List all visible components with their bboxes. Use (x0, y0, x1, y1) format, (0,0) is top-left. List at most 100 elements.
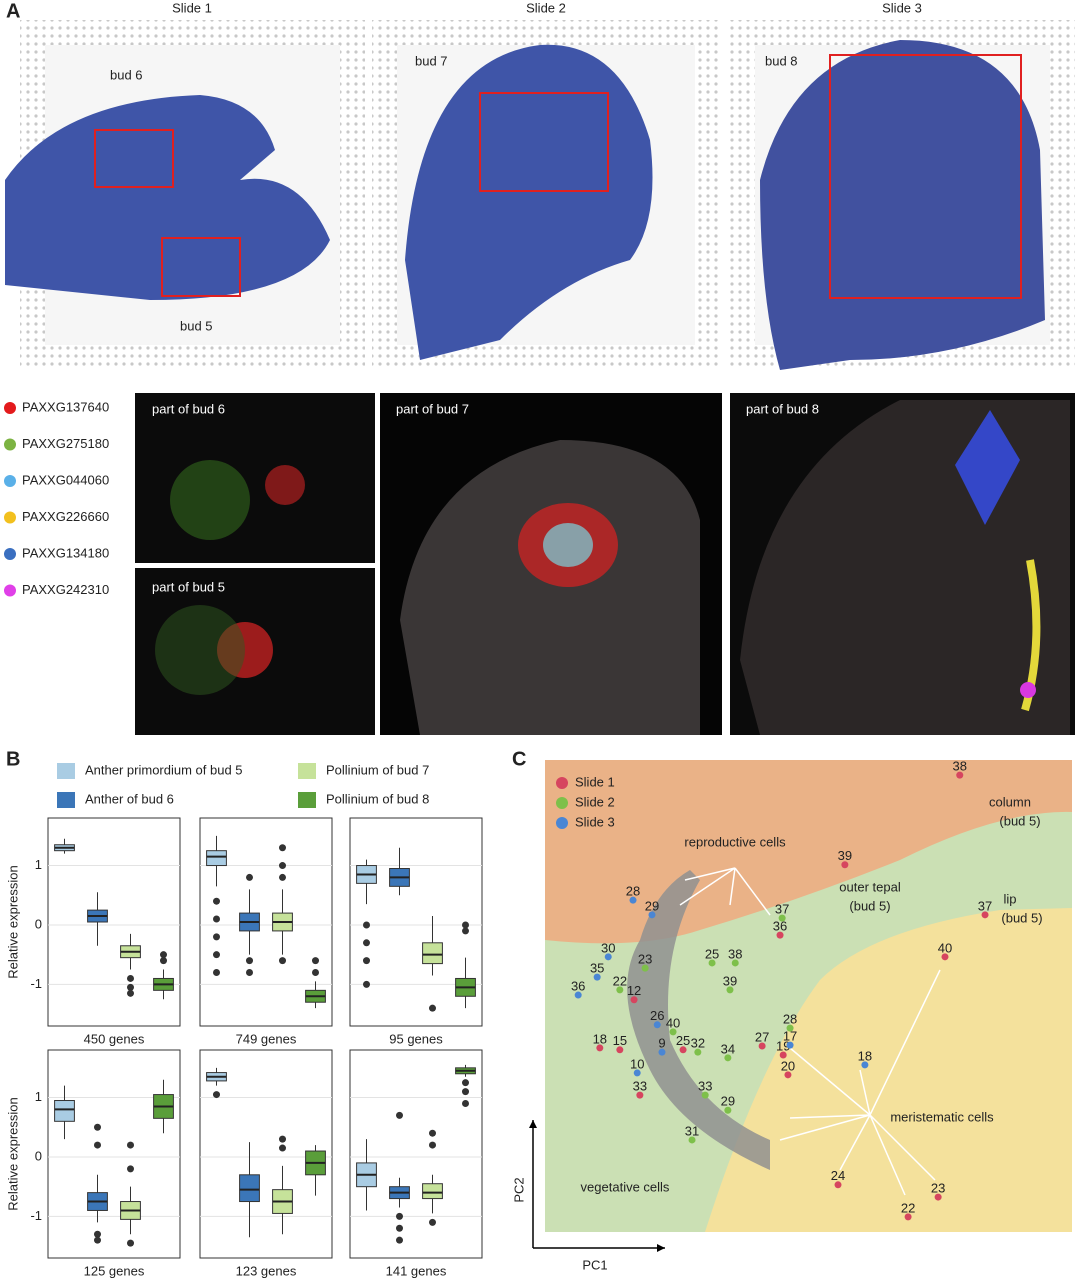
point-label: 37 (775, 902, 789, 917)
point (629, 896, 637, 904)
point-label: 39 (838, 848, 852, 863)
point-label: 30 (601, 940, 615, 955)
outlier (127, 1239, 134, 1247)
gene-marker (4, 402, 16, 414)
point-label: 32 (691, 1036, 705, 1051)
outlier (94, 1141, 101, 1149)
outlier (127, 989, 134, 997)
point (778, 914, 786, 922)
point (776, 931, 784, 939)
annotation: reproductive cells (684, 834, 786, 849)
point-label: 31 (685, 1123, 699, 1138)
point (688, 1136, 696, 1144)
slide-title: Slide 1 (172, 0, 212, 15)
annotation: (bud 5) (999, 813, 1040, 828)
point (616, 1046, 624, 1054)
annotation: column (989, 794, 1031, 809)
outlier (279, 862, 286, 870)
point (616, 986, 624, 994)
crop-label: part of bud 5 (152, 579, 225, 594)
gene-name: PAXXG242310 (22, 582, 109, 597)
point (841, 861, 849, 869)
box (54, 1100, 75, 1122)
legend-swatch (57, 763, 75, 779)
outlier (213, 951, 220, 959)
point-label: 9 (658, 1036, 665, 1051)
outlier (213, 897, 220, 905)
point (941, 953, 949, 961)
outlier (363, 980, 370, 988)
outlier (213, 969, 220, 977)
outlier (396, 1111, 403, 1119)
annotation: lip (1003, 891, 1016, 906)
y-axis-label: Relative expression (5, 865, 20, 978)
point-label: 38 (953, 759, 967, 774)
point (786, 1041, 794, 1049)
point (574, 991, 582, 999)
bud-label: bud 5 (180, 318, 213, 333)
point (786, 1024, 794, 1032)
plot-area (349, 1049, 483, 1259)
y-tick-label: 1 (35, 1089, 42, 1104)
outlier (94, 1123, 101, 1131)
outlier (363, 957, 370, 965)
point (636, 1091, 644, 1099)
gene-marker (4, 438, 16, 451)
legend-label: Slide 1 (575, 774, 615, 789)
point-label: 33 (633, 1079, 647, 1094)
outlier (213, 933, 220, 941)
plot-area (47, 1049, 181, 1259)
x-axis-label: 125 genes (84, 1263, 145, 1278)
point (653, 1021, 661, 1029)
point (633, 1069, 641, 1077)
point-label: 20 (781, 1058, 795, 1073)
outlier (279, 844, 286, 852)
outlier (396, 1236, 403, 1244)
outlier (127, 1165, 134, 1173)
outlier (94, 1236, 101, 1244)
outlier (246, 957, 253, 965)
annotation: outer tepal (839, 879, 901, 894)
annotation: meristematic cells (890, 1109, 994, 1124)
outlier (396, 1212, 403, 1220)
point-label: 22 (901, 1200, 915, 1215)
outlier (246, 969, 253, 977)
y-tick-label: 0 (35, 1148, 42, 1163)
outlier (127, 1141, 134, 1149)
outlier (279, 1144, 286, 1152)
bud-label: bud 6 (110, 67, 143, 82)
y-axis-label: PC2 (511, 1177, 526, 1202)
annotation: (bud 5) (1001, 910, 1042, 925)
gene-name: PAXXG275180 (22, 436, 109, 451)
point-label: 38 (728, 946, 742, 961)
point (779, 1051, 787, 1059)
point (726, 986, 734, 994)
point-label: 25 (705, 946, 719, 961)
point-label: 29 (721, 1094, 735, 1109)
slide-title: Slide 2 (526, 0, 566, 15)
point (981, 911, 989, 919)
outlier (94, 1230, 101, 1238)
point-label: 40 (666, 1015, 680, 1030)
point-label: 33 (698, 1079, 712, 1094)
point-label: 36 (571, 978, 585, 993)
outlier (462, 921, 469, 929)
legend-marker (556, 817, 568, 829)
point (724, 1106, 732, 1114)
outlier (213, 915, 220, 923)
box (422, 1183, 443, 1200)
gene-name: PAXXG226660 (22, 509, 109, 524)
panel-label: A (6, 0, 20, 22)
point-label: 28 (783, 1012, 797, 1027)
gene-marker (4, 511, 16, 524)
box (422, 942, 443, 965)
outlier (396, 1224, 403, 1232)
x-axis-label: 450 genes (84, 1031, 145, 1046)
point-label: 15 (613, 1033, 627, 1048)
point-label: 19 (776, 1038, 790, 1053)
legend-swatch (298, 763, 316, 779)
outlier (127, 974, 134, 982)
crop-label: part of bud 7 (396, 401, 469, 416)
point (658, 1048, 666, 1056)
